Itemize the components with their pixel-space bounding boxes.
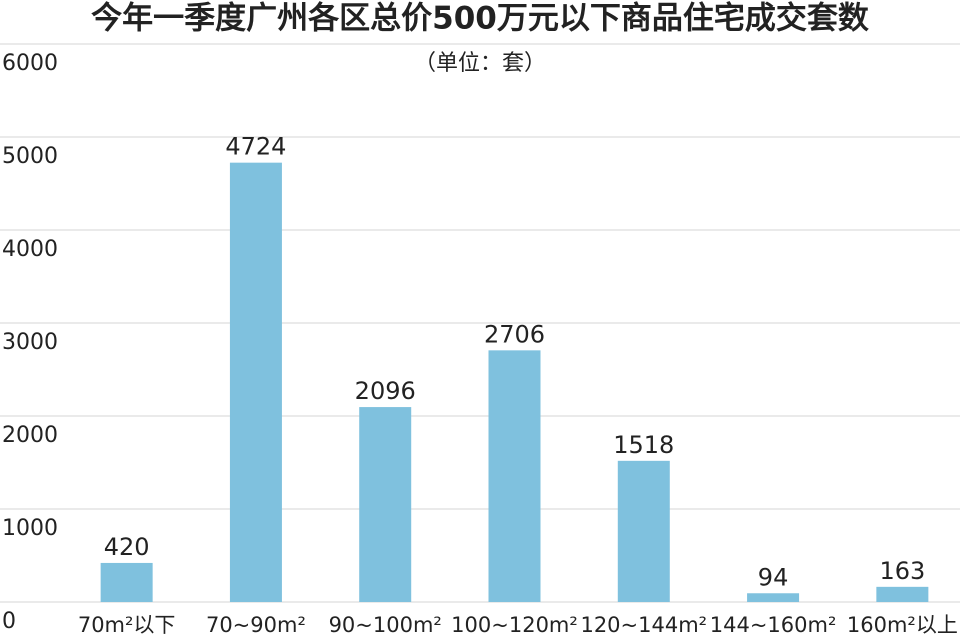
value-label: 4724 [225,133,286,161]
x-tick-label: 160m²以上 [847,613,958,637]
y-tick-label: 3000 [2,330,58,355]
y-tick-label: 2000 [2,423,58,448]
x-tick-label: 144~160m² [710,613,837,637]
value-label: 2706 [484,320,545,348]
x-tick-label: 70m²以下 [78,613,176,637]
value-label: 1518 [613,431,674,459]
bar [747,593,800,602]
value-label: 94 [758,563,789,591]
y-tick-label: 5000 [2,144,58,169]
y-tick-label: 0 [2,609,16,634]
bar [617,460,670,602]
bar [229,162,282,602]
value-label: 163 [879,557,925,585]
y-tick-label: 4000 [2,237,58,262]
value-label: 2096 [355,377,416,405]
value-label: 420 [104,533,150,561]
y-tick-label: 6000 [2,51,58,76]
bar [876,586,929,602]
x-tick-label: 90~100m² [329,613,442,637]
bar [359,407,412,602]
chart-title: 今年一季度广州各区总价500万元以下商品住宅成交套数 [91,1,869,37]
x-tick-label: 70~90m² [206,613,306,637]
bar [488,350,541,602]
x-tick-label: 100~120m² [451,613,578,637]
x-tick-label: 120~144m² [580,613,707,637]
bar [100,562,153,602]
y-tick-label: 1000 [2,516,58,541]
chart-subtitle: （单位：套） [414,51,546,76]
